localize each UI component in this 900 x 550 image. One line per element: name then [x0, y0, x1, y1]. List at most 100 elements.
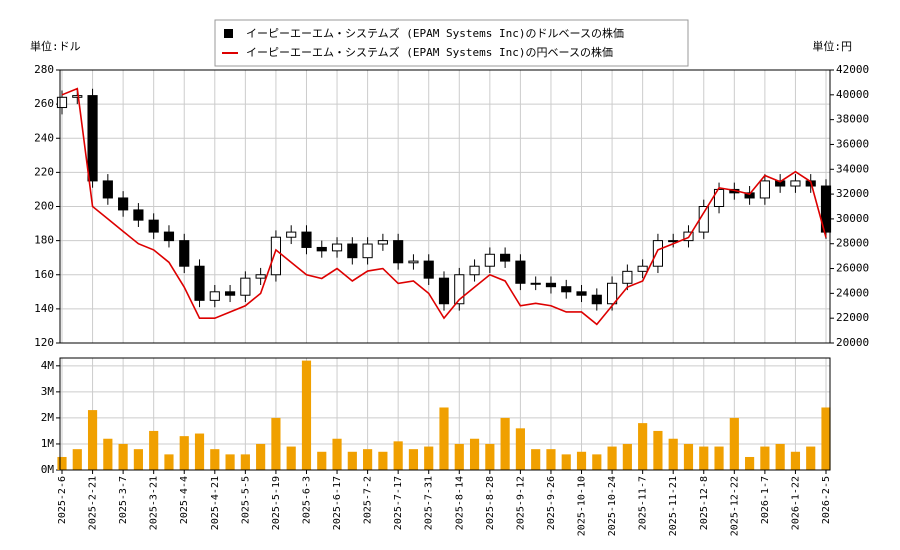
volume-bar — [286, 446, 296, 470]
y2-tick-label: 40000 — [836, 88, 869, 101]
candle-body — [515, 260, 526, 284]
candle-body — [622, 270, 633, 284]
x-tick-label: 2025-12-8 — [699, 476, 710, 530]
candle-body — [72, 95, 83, 98]
volume-bar — [225, 454, 235, 470]
candle-body — [591, 294, 602, 305]
volume-bar — [454, 443, 464, 470]
volume-bar — [500, 417, 510, 470]
x-tick-label: 2025-8-14 — [454, 476, 465, 530]
y-tick-label: 260 — [34, 97, 54, 110]
volume-bar — [378, 451, 388, 470]
y2-tick-label: 42000 — [836, 63, 869, 76]
volume-bar — [210, 449, 220, 470]
v-tick-label: 3M — [41, 385, 55, 398]
x-tick-label: 2025-9-26 — [546, 476, 557, 530]
right-unit: 単位:円 — [812, 39, 852, 53]
volume-bar — [133, 449, 143, 470]
candle-body — [56, 96, 68, 109]
volume-bar — [806, 446, 816, 470]
candle-body — [408, 260, 419, 264]
y-tick-label: 120 — [34, 336, 54, 349]
x-tick-label: 2025-11-21 — [668, 476, 679, 536]
candle-body — [316, 246, 327, 252]
x-tick-label: 2025-5-19 — [271, 476, 282, 530]
x-tick-label: 2025-10-10 — [577, 476, 588, 536]
y2-tick-label: 20000 — [836, 336, 869, 349]
x-tick-label: 2025-7-2 — [363, 476, 374, 524]
candle-body — [561, 286, 572, 293]
candle-body — [163, 231, 175, 242]
x-tick-label: 2025-11-7 — [638, 476, 649, 530]
candle-body — [530, 282, 541, 285]
volume-bar — [57, 456, 67, 470]
volume-bar — [790, 451, 801, 470]
candle-body — [347, 243, 358, 259]
volume-bar — [240, 454, 250, 470]
candle-body — [484, 253, 495, 267]
candle-body — [790, 180, 801, 187]
y2-tick-label: 38000 — [836, 113, 869, 126]
x-tick-label: 2025-2-6 — [57, 476, 68, 524]
x-tick-label: 2025-4-21 — [210, 476, 221, 530]
plot-frame — [59, 69, 831, 344]
candle-body — [469, 265, 480, 276]
candle-body — [270, 236, 282, 276]
candle-body — [454, 274, 465, 305]
legend-label: イーピーエーエム・システムズ (EPAM Systems Inc)のドルベースの… — [246, 26, 624, 40]
y2-tick-label: 32000 — [836, 187, 869, 200]
candle-body — [820, 185, 832, 233]
price-line — [61, 87, 827, 326]
y2-tick-label: 26000 — [836, 262, 869, 275]
y-tick-label: 160 — [34, 268, 54, 281]
volume-bar — [607, 446, 617, 470]
volume-bar — [760, 446, 770, 470]
volume-bar — [317, 451, 327, 470]
volume-bar — [347, 451, 357, 470]
candle-body — [713, 188, 725, 207]
legend-swatch — [224, 29, 233, 38]
volume-bar — [622, 443, 632, 470]
volume-bar — [424, 446, 434, 470]
y-tick-label: 240 — [34, 131, 54, 144]
legend-label: イーピーエーエム・システムズ (EPAM Systems Inc)の円ベースの株… — [246, 45, 613, 59]
y2-tick-label: 36000 — [836, 137, 869, 150]
volume-bar — [256, 443, 266, 470]
volume-bar — [439, 407, 449, 470]
x-tick-label: 2026-2-5 — [821, 476, 832, 524]
candle-body — [224, 291, 236, 296]
volume-bar — [653, 430, 663, 470]
volume-bar — [576, 451, 587, 470]
x-tick-label: 2025-7-31 — [424, 476, 435, 530]
x-tick-label: 2025-3-7 — [118, 476, 129, 524]
y-tick-label: 280 — [34, 63, 54, 76]
x-tick-label: 2025-9-12 — [515, 476, 526, 530]
candle-body — [637, 265, 648, 272]
volume-bar — [149, 430, 159, 470]
x-tick-label: 2025-5-5 — [240, 476, 251, 524]
candle-body — [255, 274, 266, 279]
volume-bar — [592, 454, 602, 470]
candle-body — [240, 277, 251, 296]
volume-bar — [469, 438, 480, 470]
volume-bar — [714, 446, 724, 470]
volume-bar — [271, 417, 281, 470]
volume-bar — [561, 454, 571, 470]
x-tick-label: 2025-10-24 — [607, 476, 618, 536]
candle-body — [194, 265, 205, 301]
candle-body — [606, 282, 618, 305]
candle-body — [87, 95, 98, 182]
volume-bar — [393, 441, 403, 470]
y-tick-label: 220 — [34, 165, 54, 178]
volume-bar — [821, 407, 831, 470]
candle-body — [102, 180, 113, 199]
v-tick-label: 0M — [41, 463, 55, 476]
x-tick-label: 2026-1-22 — [790, 476, 801, 530]
volume-bar — [363, 449, 373, 470]
candle-body — [148, 219, 159, 233]
volume-bar — [668, 438, 678, 470]
v-tick-label: 2M — [41, 411, 55, 424]
candle-body — [500, 253, 511, 262]
candle-body — [438, 277, 450, 305]
